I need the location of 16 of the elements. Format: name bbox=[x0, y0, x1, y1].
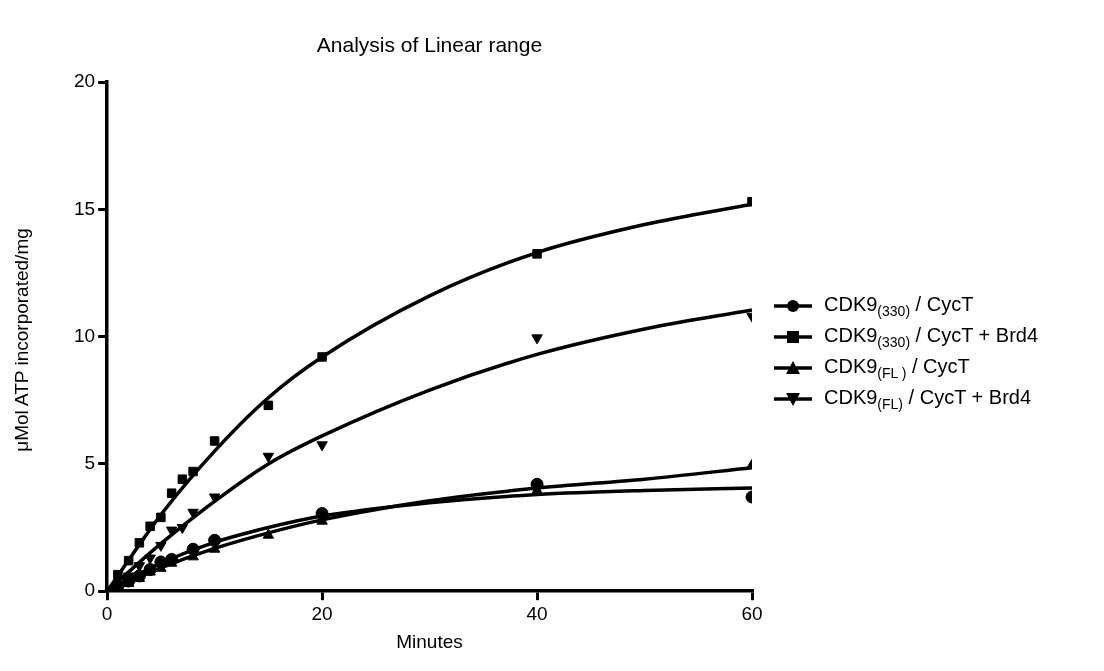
x-tick-label: 40 bbox=[526, 602, 548, 624]
y-tick-label: 5 bbox=[84, 452, 96, 474]
x-tick-label: 20 bbox=[311, 602, 333, 624]
x-tick-label: 60 bbox=[741, 602, 763, 624]
x-axis-title: Minutes bbox=[395, 631, 464, 653]
legend-label: CDK9$_{(330)}$ / CycT + Brd4 bbox=[824, 323, 1039, 350]
legend-label: CDK9$_{(FL )}$ / CycT bbox=[824, 354, 970, 381]
y-tick-label: 20 bbox=[73, 70, 96, 92]
y-tick-label: 15 bbox=[73, 197, 96, 219]
y-tick-label: 10 bbox=[73, 324, 96, 346]
y-tick-label: 0 bbox=[84, 579, 96, 601]
y-axis-title: μMol ATP incorporated/mg bbox=[11, 228, 33, 452]
chart-title: Analysis of Linear range bbox=[315, 33, 544, 57]
legend-label: CDK9$_{(330)}$ / CycT bbox=[824, 292, 974, 319]
legend-label: CDK9$_{(FL)}$ / CycT + Brd4 bbox=[824, 385, 1032, 412]
x-tick-label: 0 bbox=[101, 602, 113, 624]
